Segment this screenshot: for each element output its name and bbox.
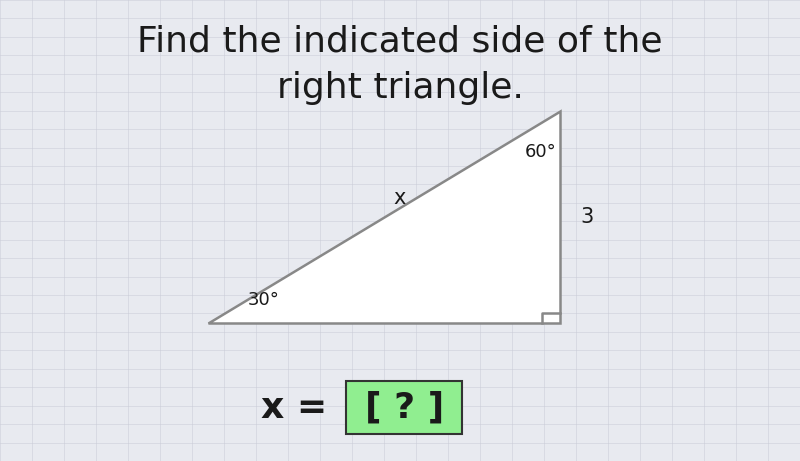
Text: Find the indicated side of the: Find the indicated side of the	[138, 24, 662, 59]
Text: [ ? ]: [ ? ]	[365, 391, 444, 425]
Text: x =: x =	[261, 391, 340, 425]
Polygon shape	[208, 111, 560, 323]
Text: x: x	[394, 188, 406, 208]
Text: 3: 3	[580, 207, 594, 227]
FancyBboxPatch shape	[346, 382, 462, 434]
Text: 60°: 60°	[524, 143, 556, 161]
Text: right triangle.: right triangle.	[277, 71, 523, 105]
Text: 30°: 30°	[248, 291, 280, 309]
